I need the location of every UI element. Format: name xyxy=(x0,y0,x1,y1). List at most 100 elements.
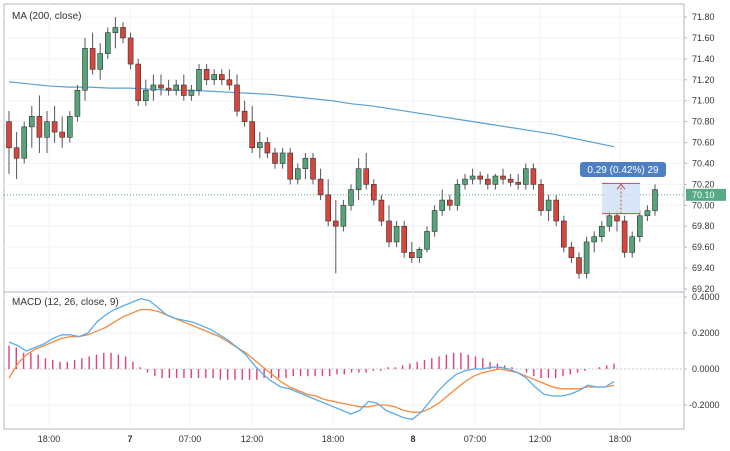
candle-body xyxy=(196,69,202,91)
moving-average xyxy=(8,81,615,148)
macd-tick-label: 0.4000 xyxy=(692,292,720,302)
price-tick-label: 70.20 xyxy=(692,179,715,189)
time-tick-label: 18:00 xyxy=(38,434,61,444)
candle-body xyxy=(13,147,20,159)
time-tick-label: 18:00 xyxy=(609,434,632,444)
price-tick-label: 71.00 xyxy=(692,96,715,106)
candle-body xyxy=(439,199,446,211)
candle-body xyxy=(272,152,278,164)
candle-body xyxy=(219,74,225,81)
time-tick-label: 8 xyxy=(410,434,415,444)
price-tick-label: 69.60 xyxy=(692,242,715,252)
candle-body xyxy=(614,215,620,222)
candle-body xyxy=(591,236,598,243)
candle-body xyxy=(82,48,88,91)
candle-body xyxy=(143,89,149,101)
price-tick-label: 70.80 xyxy=(692,117,715,127)
candle-body xyxy=(120,27,126,39)
candle-body xyxy=(348,189,354,206)
candle-body xyxy=(538,184,544,211)
candle-body xyxy=(249,121,255,149)
price-tick-label: 71.80 xyxy=(692,12,715,22)
time-axis[interactable]: 18:00 7 07:00 12:00 18:00 8 07:00 12:00 18:00 xyxy=(38,434,632,444)
candle-body xyxy=(500,175,506,180)
candle-body xyxy=(105,32,111,54)
candle-body xyxy=(6,121,12,149)
candle-body xyxy=(378,199,385,222)
measure-tool[interactable]: 0.29 (0.42%) 29 xyxy=(580,162,666,215)
price-tick-label: 70.60 xyxy=(692,138,715,148)
candle-body xyxy=(355,168,362,190)
macd-pane-frame xyxy=(3,291,685,430)
candle-body xyxy=(302,157,309,169)
candle-body xyxy=(644,210,651,217)
candle-body xyxy=(226,79,233,86)
candle-body xyxy=(89,48,96,70)
price-legend[interactable]: MA (200, close) xyxy=(12,11,81,22)
candle-body xyxy=(203,69,210,81)
candle-body xyxy=(424,231,430,250)
candle-body xyxy=(484,178,491,185)
candle-body xyxy=(127,37,134,65)
candle-body xyxy=(287,152,294,180)
time-tick-label: 12:00 xyxy=(241,434,264,444)
candle-body xyxy=(454,184,461,206)
candle-body xyxy=(264,142,271,154)
time-tick-label: 18:00 xyxy=(322,434,345,444)
candle-body xyxy=(135,63,141,101)
candle-body xyxy=(112,27,119,33)
candle-body xyxy=(636,215,643,237)
candle-body xyxy=(401,225,408,253)
price-tick-label: 70.40 xyxy=(692,158,715,168)
candle-body xyxy=(393,225,400,243)
candle-body xyxy=(492,175,499,185)
macd-histogram xyxy=(8,345,615,380)
candle-body xyxy=(408,252,415,258)
candle-body xyxy=(28,116,35,128)
price-axis[interactable]: 71.80 71.60 71.40 71.20 71.00 70.80 70.60 70.40… xyxy=(684,12,726,294)
candle-body xyxy=(507,178,514,183)
candle-body xyxy=(522,168,529,185)
price-tick-label: 70.00 xyxy=(692,200,715,210)
candle-body xyxy=(158,84,164,89)
candle-body xyxy=(279,152,286,164)
candle-body xyxy=(446,199,453,206)
candle-body xyxy=(150,84,157,91)
candle-body xyxy=(568,246,575,258)
macd-axis[interactable]: 0.4000 0.2000 0.0000 -0.2000 xyxy=(684,292,720,410)
candle-body xyxy=(598,225,605,237)
candle-body xyxy=(67,116,73,138)
price-tick-label: 69.80 xyxy=(692,221,715,231)
candle-body xyxy=(188,89,195,96)
candle-body xyxy=(97,53,103,70)
candle-body xyxy=(370,184,377,201)
time-tick-label: 07:00 xyxy=(464,434,487,444)
candle-body xyxy=(583,241,590,274)
measure-label-bg xyxy=(580,162,666,177)
candle-body xyxy=(553,199,560,222)
candle-body xyxy=(621,220,628,253)
candle-body xyxy=(21,126,28,159)
candle-body xyxy=(477,175,484,180)
last-price-badge xyxy=(686,188,726,201)
last-price-label: 70.10 xyxy=(692,190,715,200)
candle-body xyxy=(181,84,187,96)
candle-body xyxy=(560,220,567,248)
macd-legend[interactable]: MACD (12, 26, close, 9) xyxy=(12,297,119,308)
candle-body xyxy=(629,236,636,253)
time-tick-label: 12:00 xyxy=(529,434,552,444)
candle-body xyxy=(431,210,438,232)
candle-body xyxy=(325,194,332,222)
candle-body xyxy=(256,142,263,149)
time-tick-label: 7 xyxy=(127,434,132,444)
candle-body xyxy=(652,189,658,211)
time-tick-label: 07:00 xyxy=(179,434,202,444)
ma-line xyxy=(8,81,615,148)
macd-tick-label: 0.0000 xyxy=(692,364,720,374)
candle-body xyxy=(36,116,43,138)
candle-body xyxy=(59,131,66,138)
measure-label: 0.29 (0.42%) 29 xyxy=(587,165,659,176)
candle-body xyxy=(241,110,248,122)
candle-body xyxy=(515,181,522,185)
